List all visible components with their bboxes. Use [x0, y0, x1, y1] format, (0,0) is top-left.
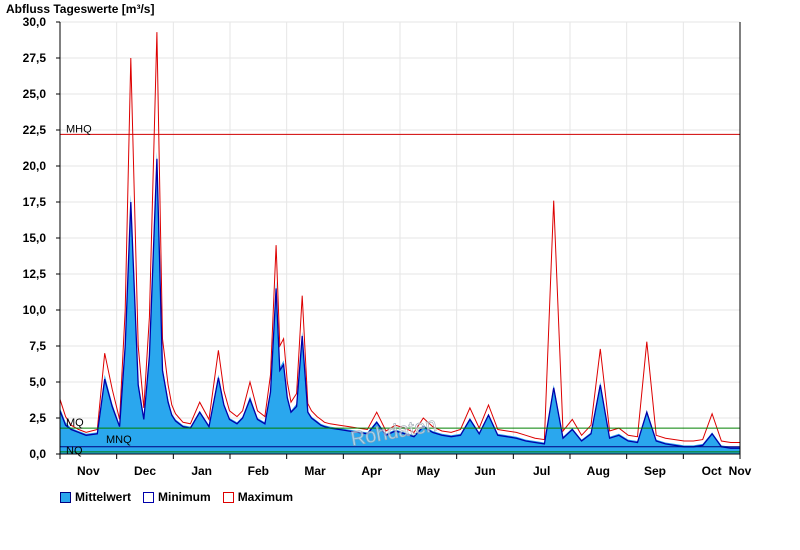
legend-swatch [60, 491, 71, 503]
y-tick-label: 10,0 [23, 303, 47, 317]
y-tick-label: 2,5 [29, 411, 46, 425]
series-layer [59, 32, 740, 454]
x-tick-label: May [417, 464, 441, 478]
legend: Mittelwert Minimum Maximum [60, 490, 293, 504]
y-tick-label: 17,5 [23, 195, 47, 209]
x-tick-label: Nov [77, 464, 100, 478]
ref-label-nq: NQ [66, 445, 83, 457]
x-tick-label: Dec [134, 464, 156, 478]
y-tick-label: 22,5 [23, 123, 47, 137]
grid-layer [60, 21, 740, 454]
series-minimum-line [59, 158, 740, 449]
x-tick-label: Jul [533, 464, 550, 478]
chart-title: Abfluss Tageswerte [m³/s] [6, 2, 155, 16]
ref-label-mq: MQ [66, 417, 84, 429]
reference-lines: MHQ MQ MNQ NQ [60, 123, 740, 457]
x-tick-label: Jun [474, 464, 495, 478]
series-mittelwert-area [60, 151, 740, 454]
legend-swatch [222, 491, 234, 503]
x-tick-label: Feb [248, 464, 269, 478]
x-tick-label: Sep [644, 464, 666, 478]
y-tick-label: 20,0 [23, 159, 47, 173]
legend-label: Mittelwert [75, 490, 132, 504]
x-tick-label: Aug [587, 464, 610, 478]
axis-layer: 0,0 2,5 5,0 7,5 10,0 12,5 15,0 17,5 20,0 22,5 25,0… [23, 15, 752, 478]
legend-item-minimum: Minimum [143, 490, 211, 504]
ref-label-mnq: MNQ [106, 434, 132, 446]
legend-label: Minimum [158, 490, 211, 504]
series-maximum-line [59, 32, 740, 443]
x-tick-label: Mar [304, 464, 326, 478]
x-tick-label: Nov [729, 464, 752, 478]
y-tick-label: 27,5 [23, 51, 47, 65]
legend-item-maximum: Maximum [222, 490, 294, 504]
y-tick-label: 0,0 [29, 447, 46, 461]
y-tick-label: 5,0 [29, 375, 46, 389]
x-tick-label: Jan [191, 464, 212, 478]
legend-swatch [143, 491, 155, 503]
legend-label: Maximum [237, 490, 294, 504]
ref-label-mhq: MHQ [66, 123, 92, 135]
y-tick-label: 15,0 [23, 231, 47, 245]
x-tick-label: Apr [361, 464, 382, 478]
x-tick-label: Oct [702, 464, 722, 478]
y-tick-label: 25,0 [23, 87, 47, 101]
y-tick-label: 12,5 [23, 267, 47, 281]
legend-item-mittelwert: Mittelwert [60, 490, 131, 504]
y-tick-label: 7,5 [29, 339, 46, 353]
y-tick-label: 30,0 [23, 15, 47, 29]
